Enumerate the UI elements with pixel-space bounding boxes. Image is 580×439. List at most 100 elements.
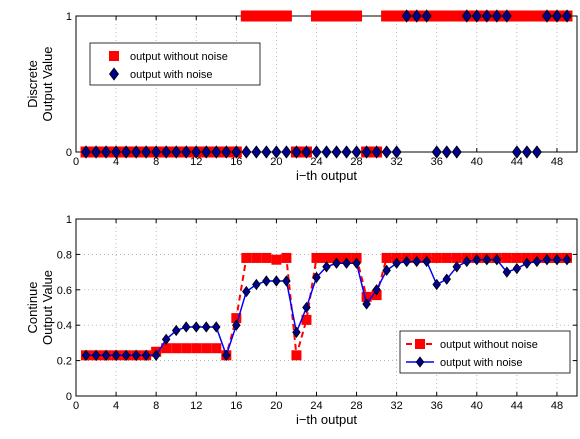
data-point-with-noise (351, 145, 362, 159)
data-point-with-noise (431, 145, 442, 159)
data-point-with-noise (221, 145, 232, 159)
data-point-without-noise (511, 10, 523, 22)
x-tick-label: 28 (350, 156, 362, 168)
data-point-with-noise (171, 324, 181, 337)
data-point-with-noise (151, 349, 161, 361)
x-tick-label: 40 (471, 156, 483, 168)
x-tick-label: 44 (511, 156, 523, 168)
data-point-without-noise (341, 10, 353, 22)
data-point-with-noise (141, 145, 152, 159)
data-point-with-noise (151, 145, 162, 159)
data-point-without-noise (321, 10, 332, 22)
x-tick-label: 0 (73, 400, 79, 412)
x-tick-label: 16 (230, 400, 242, 412)
data-point-with-noise (412, 255, 421, 268)
data-point-without-noise (251, 252, 262, 263)
data-point-without-noise (280, 10, 292, 22)
data-point-with-noise (111, 349, 121, 361)
data-point-without-noise (181, 343, 192, 354)
data-point-with-noise (501, 9, 512, 23)
legend-label-with-noise: output with noise (130, 69, 213, 81)
data-point-with-noise (191, 145, 202, 159)
data-point-with-noise (301, 145, 312, 159)
y-axis-label-line2: Output Value (40, 47, 55, 122)
data-point-with-noise (252, 278, 261, 291)
data-point-with-noise (452, 261, 462, 273)
x-tick-label: 8 (153, 400, 159, 412)
data-point-without-noise (201, 343, 212, 354)
data-point-with-noise (272, 275, 281, 287)
x-tick-label: 12 (190, 156, 202, 168)
data-point-with-noise (191, 321, 201, 333)
data-point-with-noise (432, 278, 441, 291)
y-tick-label: 0 (66, 391, 72, 403)
data-point-with-noise (481, 9, 492, 23)
data-point-without-noise (311, 252, 322, 263)
y-tick-label: 0.8 (57, 249, 72, 261)
legend-label-without-noise: output without noise (440, 339, 538, 351)
data-point-with-noise (292, 326, 301, 338)
data-point-without-noise (270, 10, 282, 22)
data-point-with-noise (451, 145, 462, 159)
y-tick-label: 1 (66, 11, 72, 23)
data-point-with-noise (562, 254, 572, 266)
x-tick-label: 0 (73, 156, 79, 168)
data-point-without-noise (391, 10, 403, 22)
y-axis-label: Discrete (25, 60, 40, 108)
x-axis-label: i−th output (296, 168, 357, 183)
data-point-without-noise (361, 291, 372, 302)
data-point-with-noise (521, 145, 532, 159)
data-point-with-noise (392, 257, 401, 269)
data-point-with-noise (81, 145, 92, 159)
data-point-with-noise (411, 9, 422, 23)
data-point-without-noise (161, 343, 172, 354)
x-tick-label: 44 (511, 400, 523, 412)
x-tick-label: 36 (431, 156, 443, 168)
data-point-with-noise (561, 9, 572, 23)
data-point-without-noise (441, 10, 453, 22)
data-point-with-noise (121, 349, 131, 361)
data-point-with-noise (341, 145, 352, 159)
y-axis-label-line2: Output Value (40, 270, 55, 345)
data-point-with-noise (422, 255, 431, 268)
data-point-with-noise (371, 145, 382, 159)
data-point-with-noise (512, 262, 522, 275)
y-tick-label: 0.2 (57, 356, 72, 368)
data-point-with-noise (222, 349, 231, 361)
data-point-with-noise (331, 145, 342, 159)
data-point-without-noise (451, 252, 462, 263)
data-point-with-noise (181, 321, 191, 333)
legend-marker-with-noise (109, 67, 119, 81)
data-point-with-noise (232, 319, 241, 331)
data-point-without-noise (240, 10, 252, 22)
data-point-with-noise (352, 257, 361, 269)
data-point-with-noise (502, 266, 512, 278)
x-axis-label: i−th output (296, 412, 357, 427)
data-point-with-noise (211, 145, 222, 159)
legend-label-without-noise: output without noise (130, 51, 228, 63)
data-point-with-noise (472, 254, 482, 266)
data-point-with-noise (91, 349, 101, 361)
data-point-with-noise (181, 145, 192, 159)
x-tick-label: 4 (113, 400, 119, 412)
data-point-with-noise (442, 273, 451, 285)
legend-label-with-noise: output with noise (440, 357, 523, 369)
legend: output without noise output with noise (89, 42, 261, 86)
legend-box (89, 42, 261, 86)
data-point-with-noise (161, 333, 171, 346)
data-point-without-noise (301, 314, 312, 325)
x-tick-label: 20 (270, 400, 282, 412)
data-point-without-noise (431, 252, 442, 263)
x-tick-label: 32 (391, 156, 403, 168)
data-point-with-noise (201, 145, 212, 159)
data-point-with-noise (241, 145, 252, 159)
data-point-with-noise (372, 284, 381, 296)
data-point-with-noise (312, 271, 321, 284)
data-point-with-noise (131, 349, 141, 361)
data-point-with-noise (101, 349, 111, 361)
data-point-with-noise (511, 145, 522, 159)
data-point-without-noise (451, 10, 463, 22)
